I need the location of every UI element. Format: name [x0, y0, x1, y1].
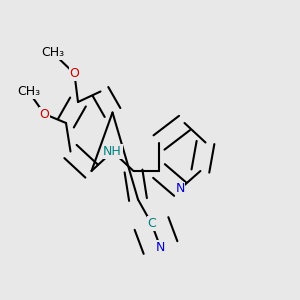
- Text: N: N: [175, 182, 185, 196]
- Text: N: N: [156, 241, 165, 254]
- Text: CH₃: CH₃: [41, 46, 64, 59]
- Text: CH₃: CH₃: [41, 46, 64, 59]
- Text: CH₃: CH₃: [17, 85, 40, 98]
- Text: C: C: [147, 217, 156, 230]
- Text: CH₃: CH₃: [17, 85, 40, 98]
- Text: O: O: [70, 67, 79, 80]
- Text: O: O: [40, 107, 49, 121]
- Text: NH: NH: [103, 145, 122, 158]
